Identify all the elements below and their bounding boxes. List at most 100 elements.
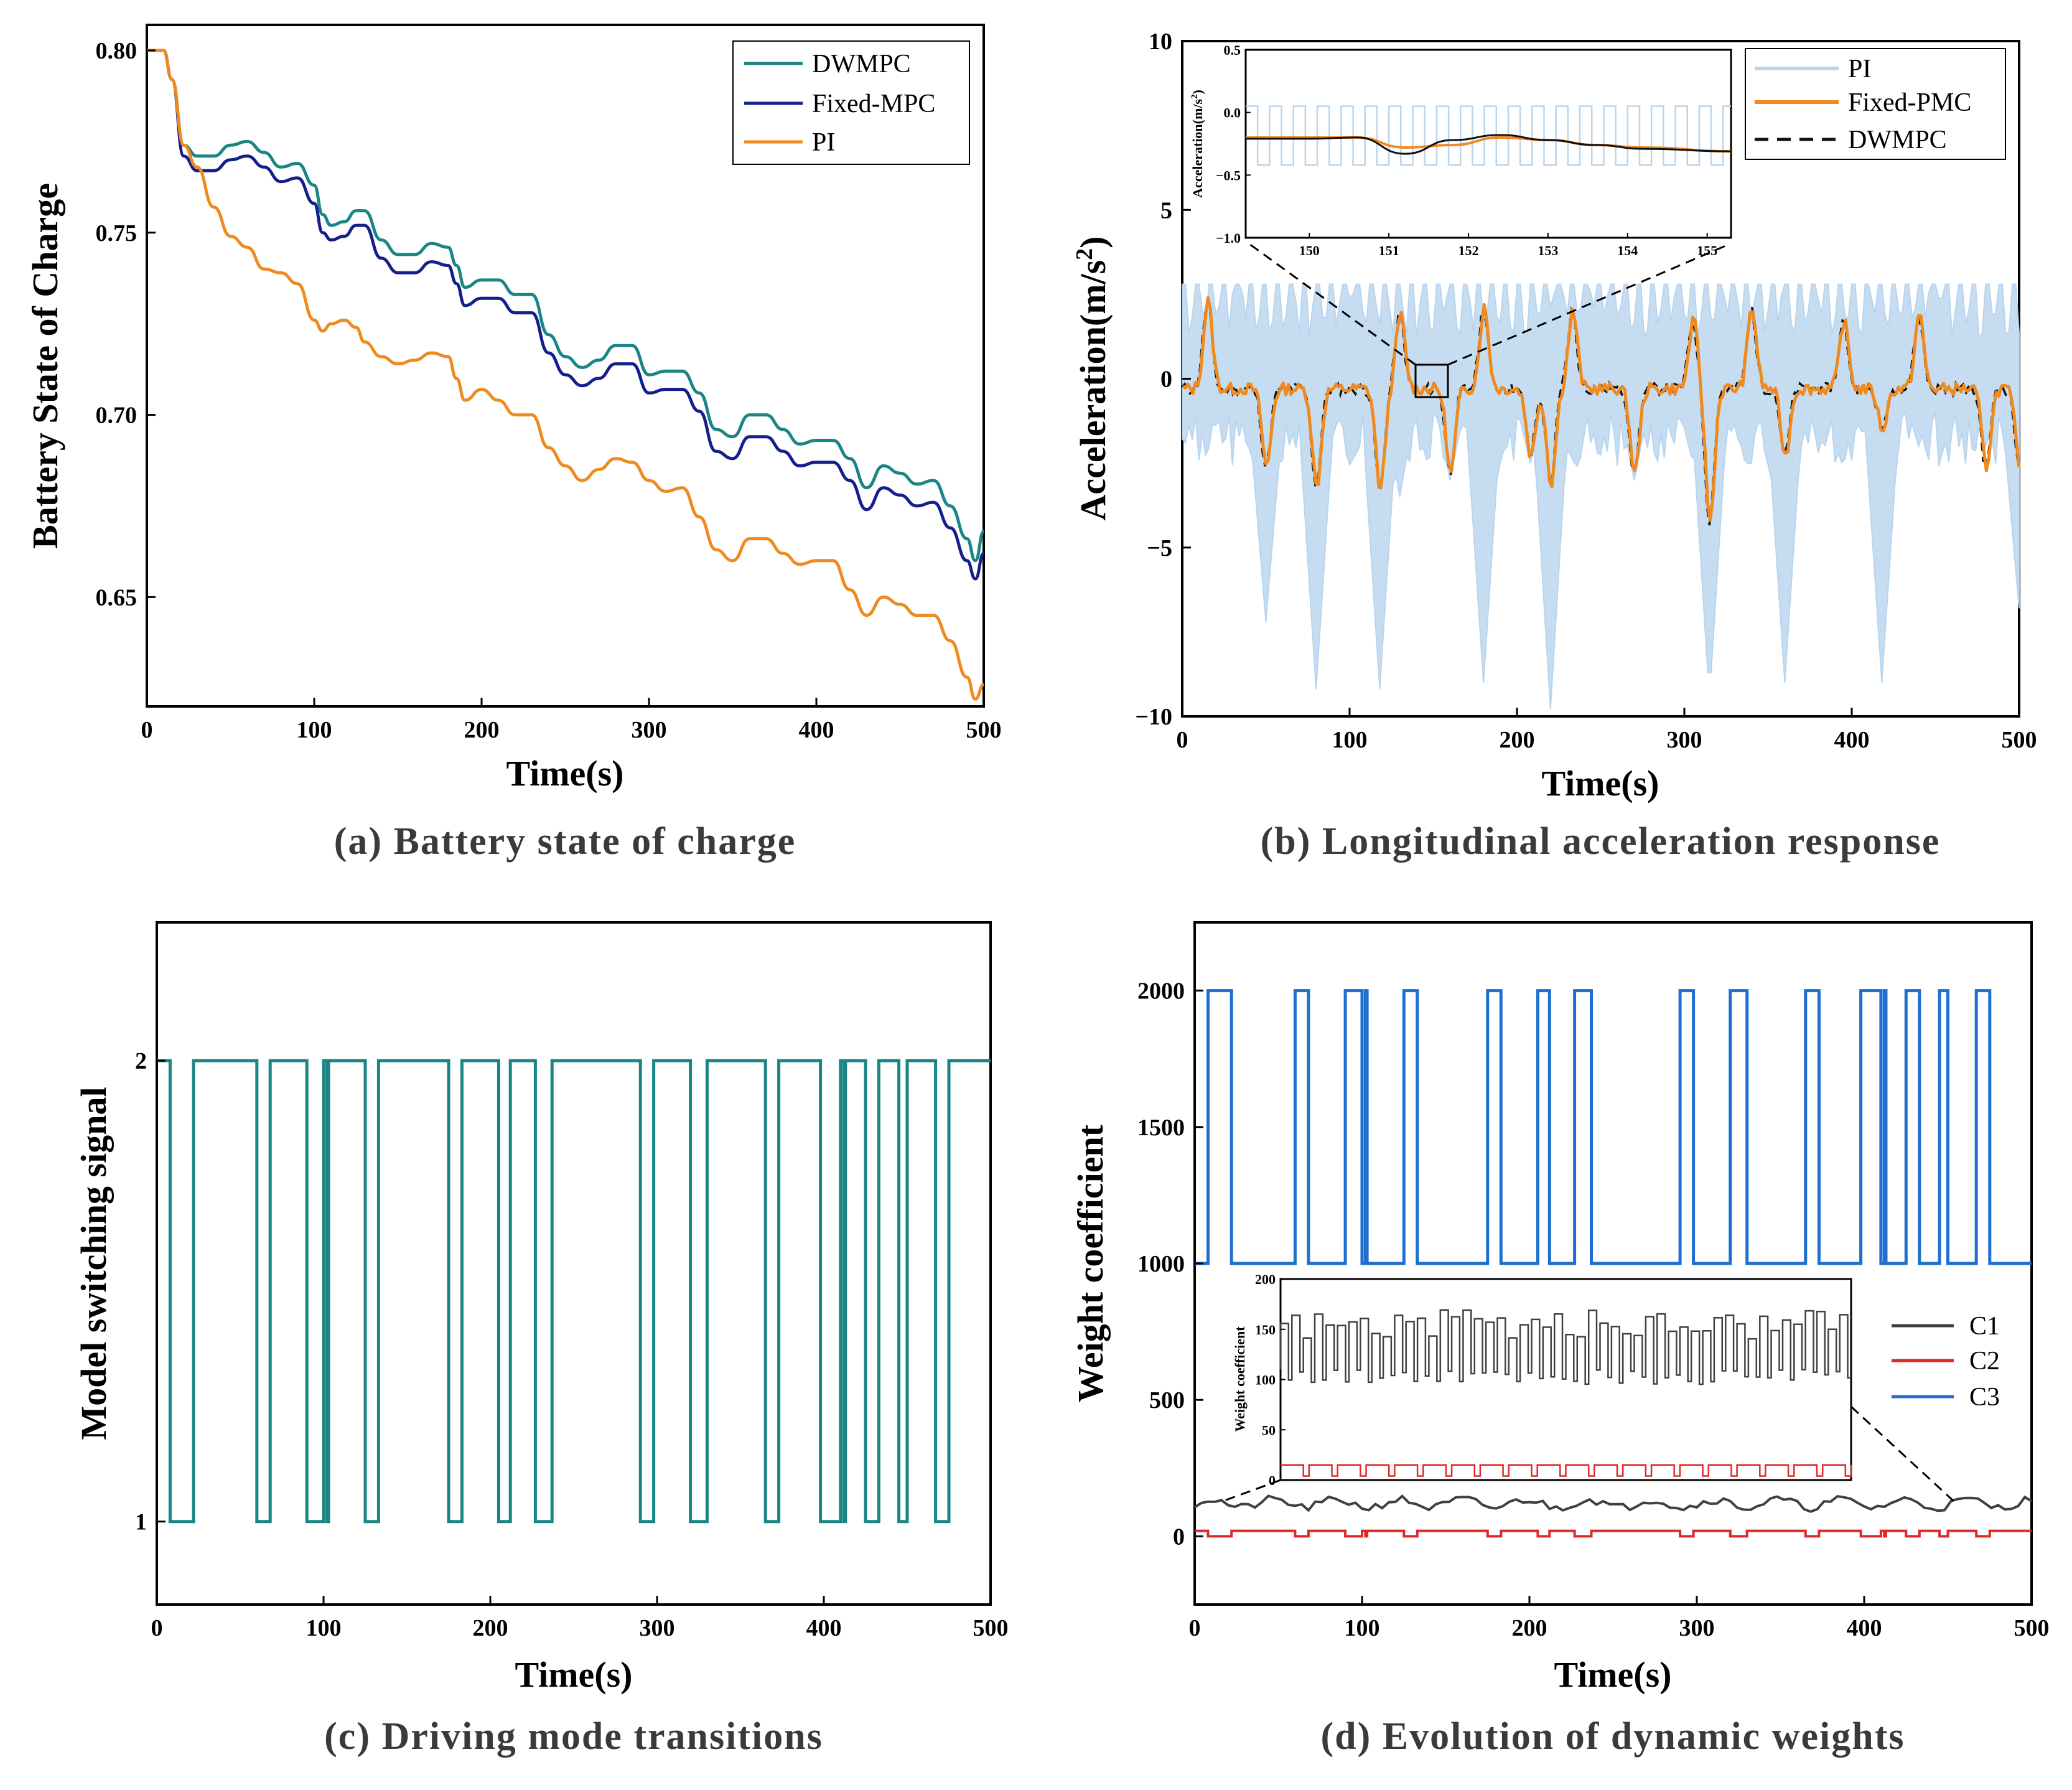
panel-c-frame xyxy=(156,921,992,1606)
panel-a-series xyxy=(147,49,986,701)
panel-d-inset-series xyxy=(1279,1309,1852,1477)
y-tick-label: −1.0 xyxy=(1216,230,1241,246)
x-tick-label: 500 xyxy=(2002,727,2037,753)
y-tick-label: 50 xyxy=(1262,1422,1276,1438)
x-tick-label: 400 xyxy=(1847,1615,1882,1641)
x-tick-label: 400 xyxy=(799,717,834,743)
panel-c-ylabel: Model switching signal xyxy=(73,1087,114,1440)
x-tick-label: 400 xyxy=(806,1615,842,1641)
y-tick-label: −10 xyxy=(1135,704,1172,730)
x-tick-label: 300 xyxy=(632,717,667,743)
x-tick-label: 153 xyxy=(1538,243,1558,258)
panel-b-caption: (b) Longitudinal acceleration response xyxy=(1261,820,1941,863)
x-tick-label: 100 xyxy=(297,717,332,743)
x-tick-label: 100 xyxy=(306,1615,342,1641)
x-tick-label: 400 xyxy=(1834,727,1870,753)
panel-d-inset-ylabel: Weight coefficient xyxy=(1232,1326,1248,1432)
legend-label-dwmpc: DWMPC xyxy=(812,50,911,78)
panel-c-mode: 0 100 200 300 400 500 1 2 Time(s) Model switchi… xyxy=(73,921,1009,1758)
panel-b-zoom-connector-left xyxy=(1249,243,1416,366)
series-line-fixed-mpc xyxy=(147,49,986,581)
y-tick-label: 0 xyxy=(1269,1473,1276,1488)
panel-b-ylabel: Acceleration(m/s2) xyxy=(1071,236,1113,520)
legend-label-c1: C1 xyxy=(1969,1312,2000,1341)
panel-b-zoom-connector-right xyxy=(1447,243,1730,366)
inset-series-pi xyxy=(1246,105,1731,166)
panel-d-legend: C1 C2 C3 xyxy=(1892,1312,2000,1412)
series-line-fixed-pmc xyxy=(1182,296,2021,522)
x-tick-label: 0 xyxy=(141,717,153,743)
panel-b-pi-band xyxy=(1182,283,2020,710)
series-line-c2 xyxy=(1195,1529,2032,1538)
y-tick-label: 0.0 xyxy=(1224,105,1241,121)
y-tick-label: 1 xyxy=(135,1509,147,1535)
x-tick-label: 300 xyxy=(1679,1615,1715,1641)
x-tick-label: 500 xyxy=(966,717,1002,743)
x-tick-label: 151 xyxy=(1379,243,1399,258)
y-tick-label: 0.80 xyxy=(96,38,138,64)
panel-d-zoom-connector-right xyxy=(1850,1405,1955,1502)
panel-c-series xyxy=(157,1059,991,1524)
x-tick-label: 0 xyxy=(1189,1615,1201,1641)
panel-b-inset: 150 151 152 153 154 155 −1.0 −0.5 0.0 0.5 Acceler… xyxy=(1190,42,1732,258)
x-tick-label: 155 xyxy=(1697,243,1717,258)
panel-a-caption: (a) Battery state of charge xyxy=(334,820,796,863)
y-tick-label: 0 xyxy=(1173,1524,1185,1550)
panel-a-xlabel: Time(s) xyxy=(506,753,623,794)
panel-a-ticks: 0 100 200 300 400 500 0.65 0.70 0.75 0.80 xyxy=(96,38,1002,743)
y-tick-label: 0.65 xyxy=(96,584,138,611)
y-tick-label: 5 xyxy=(1160,197,1172,223)
y-tick-label: 2000 xyxy=(1137,978,1185,1005)
panel-b-zoom-box xyxy=(1414,363,1449,398)
x-tick-label: 154 xyxy=(1617,243,1638,258)
panel-b-legend: PI Fixed-PMC DWMPC xyxy=(1745,48,2006,160)
panel-b-inset-ylabel: Acceleration(m/s2) xyxy=(1190,90,1205,198)
x-tick-label: 0 xyxy=(1177,727,1188,753)
panel-b-ticks: 0 100 200 300 400 500 −10 −5 0 5 10 xyxy=(1135,29,2037,753)
legend-label-fixed-pmc: Fixed-PMC xyxy=(1848,88,1971,117)
x-tick-label: 100 xyxy=(1332,727,1368,753)
x-tick-label: 300 xyxy=(1667,727,1702,753)
panel-c-caption: (c) Driving mode transitions xyxy=(324,1715,823,1758)
panel-d-inset-ticks: 0 50 100 150 200 xyxy=(1255,1272,1286,1488)
x-tick-label: 500 xyxy=(973,1615,1009,1641)
panel-d-weights: 0 100 200 300 400 500 0 500 1000 1500 2000 0 50 100 1… xyxy=(1070,921,2050,1758)
y-tick-label: −5 xyxy=(1147,535,1172,561)
inset-series-dwmpc xyxy=(1246,134,1732,155)
y-tick-label: 0.75 xyxy=(96,220,138,246)
x-tick-label: 500 xyxy=(2014,1615,2050,1641)
panel-a-ylabel: Battery State of Charge xyxy=(25,183,65,549)
legend-label-c3: C3 xyxy=(1969,1383,2000,1412)
series-line-dwmpc xyxy=(147,49,986,563)
panel-a-frame xyxy=(146,24,985,708)
panel-c-ticks: 0 100 200 300 400 500 1 2 xyxy=(135,1048,1009,1641)
y-tick-label: 200 xyxy=(1255,1272,1276,1287)
y-tick-label: 100 xyxy=(1255,1372,1276,1388)
panel-b-xlabel: Time(s) xyxy=(1541,763,1659,804)
legend-label-fixed-mpc: Fixed-MPC xyxy=(812,90,935,118)
y-tick-label: 500 xyxy=(1149,1387,1185,1413)
x-tick-label: 100 xyxy=(1345,1615,1380,1641)
legend-label-dwmpc-b: DWMPC xyxy=(1848,126,1947,154)
panel-a-battery-soc: 0 100 200 300 400 500 0.65 0.70 0.75 0.80 DWMPC F… xyxy=(25,24,1002,863)
y-tick-label: 0.70 xyxy=(96,403,138,429)
x-tick-label: 200 xyxy=(464,717,500,743)
y-tick-label: 1000 xyxy=(1137,1251,1185,1277)
inset-series-c2 xyxy=(1281,1464,1852,1477)
series-line-pi xyxy=(147,49,985,701)
x-tick-label: 200 xyxy=(1500,727,1535,753)
inset-series-c1 xyxy=(1279,1309,1851,1385)
y-tick-label: 0.5 xyxy=(1224,42,1241,58)
x-tick-label: 200 xyxy=(1512,1615,1547,1641)
x-tick-label: 0 xyxy=(151,1615,163,1641)
series-line-mode xyxy=(157,1059,991,1524)
panel-b-inset-ticks: 150 151 152 153 154 155 −1.0 −0.5 0.0 0.5 xyxy=(1216,42,1717,258)
panel-b-inset-frame xyxy=(1244,49,1732,239)
x-tick-label: 300 xyxy=(640,1615,675,1641)
y-tick-label: 0 xyxy=(1160,367,1172,393)
x-tick-label: 152 xyxy=(1458,243,1479,258)
series-area-pi xyxy=(1182,283,2020,710)
